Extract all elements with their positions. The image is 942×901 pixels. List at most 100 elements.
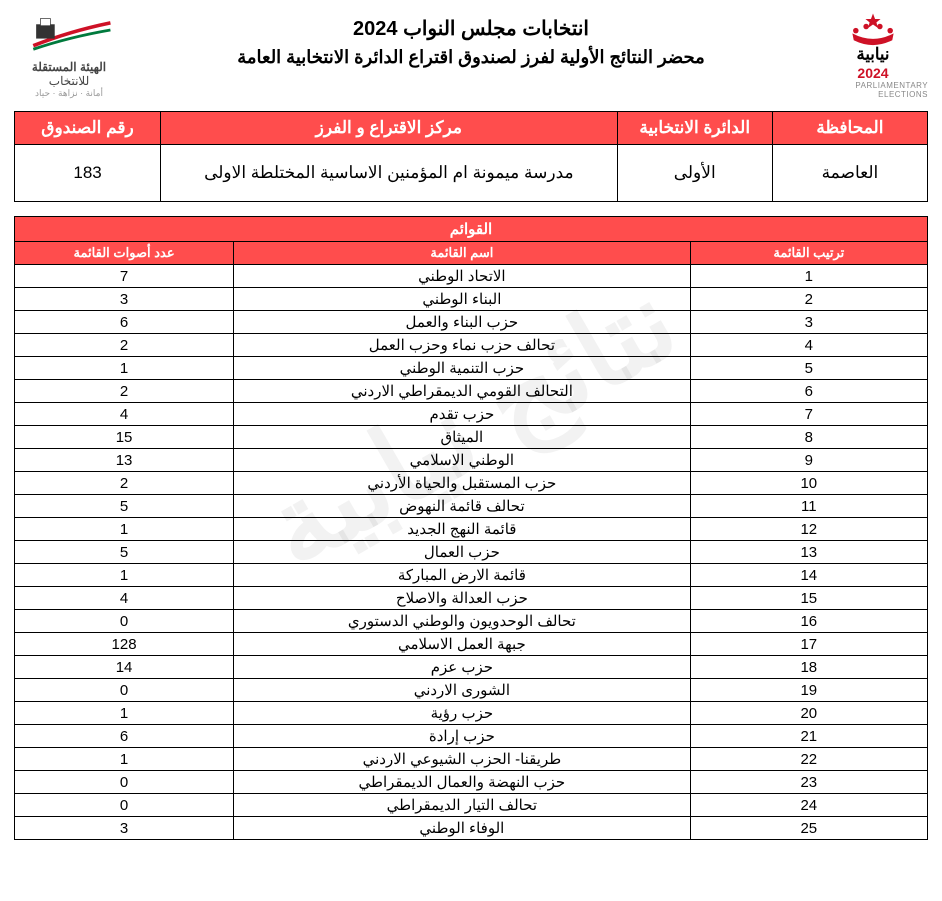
table-row: 1الاتحاد الوطني7 xyxy=(15,265,928,288)
cell-name: تحالف حزب نماء وحزب العمل xyxy=(234,334,691,357)
cell-rank: 2 xyxy=(690,288,927,311)
cell-votes: 13 xyxy=(15,449,234,472)
table-row: 2البناء الوطني3 xyxy=(15,288,928,311)
cell-votes: 1 xyxy=(15,564,234,587)
cell-votes: 3 xyxy=(15,288,234,311)
cell-votes: 3 xyxy=(15,817,234,840)
cell-name: حزب رؤية xyxy=(234,702,691,725)
val-box: 183 xyxy=(15,145,161,202)
iec-line2: للانتخاب xyxy=(49,74,89,88)
cell-name: الوفاء الوطني xyxy=(234,817,691,840)
cell-votes: 0 xyxy=(15,771,234,794)
cell-name: تحالف التيار الديمقراطي xyxy=(234,794,691,817)
iec-line1: الهيئة المستقلة xyxy=(32,60,106,74)
svg-text:نيابية: نيابية xyxy=(856,46,889,64)
lists-hdr-name: اسم القائمة xyxy=(234,242,691,265)
table-row: 21حزب إرادة6 xyxy=(15,725,928,748)
table-row: 12قائمة النهج الجديد1 xyxy=(15,518,928,541)
table-row: 17جبهة العمل الاسلامي128 xyxy=(15,633,928,656)
ballot-flag-icon xyxy=(24,10,114,60)
cell-name: حزب النهضة والعمال الديمقراطي xyxy=(234,771,691,794)
table-row: 7حزب تقدم4 xyxy=(15,403,928,426)
cell-votes: 1 xyxy=(15,518,234,541)
cell-name: الوطني الاسلامي xyxy=(234,449,691,472)
cell-name: حزب عزم xyxy=(234,656,691,679)
hdr-district: الدائرة الانتخابية xyxy=(617,112,772,145)
cell-name: تحالف الوحدويون والوطني الدستوري xyxy=(234,610,691,633)
cell-name: حزب التنمية الوطني xyxy=(234,357,691,380)
cell-rank: 18 xyxy=(690,656,927,679)
cell-rank: 14 xyxy=(690,564,927,587)
cell-rank: 21 xyxy=(690,725,927,748)
cell-rank: 7 xyxy=(690,403,927,426)
table-row: 6التحالف القومي الديمقراطي الاردني2 xyxy=(15,380,928,403)
cell-rank: 23 xyxy=(690,771,927,794)
hdr-box: رقم الصندوق xyxy=(15,112,161,145)
table-row: 8الميثاق15 xyxy=(15,426,928,449)
cell-name: الشورى الاردني xyxy=(234,679,691,702)
cell-votes: 1 xyxy=(15,357,234,380)
hdr-governorate: المحافظة xyxy=(772,112,927,145)
cell-name: حزب البناء والعمل xyxy=(234,311,691,334)
cell-votes: 0 xyxy=(15,610,234,633)
cell-rank: 5 xyxy=(690,357,927,380)
table-row: 3حزب البناء والعمل6 xyxy=(15,311,928,334)
cell-votes: 6 xyxy=(15,311,234,334)
table-row: 11تحالف قائمة النهوض5 xyxy=(15,495,928,518)
val-governorate: العاصمة xyxy=(772,145,927,202)
cell-name: حزب إرادة xyxy=(234,725,691,748)
table-row: 15حزب العدالة والاصلاح4 xyxy=(15,587,928,610)
table-row: 16تحالف الوحدويون والوطني الدستوري0 xyxy=(15,610,928,633)
cell-votes: 14 xyxy=(15,656,234,679)
table-row: 10حزب المستقبل والحياة الأردني2 xyxy=(15,472,928,495)
cell-votes: 15 xyxy=(15,426,234,449)
val-district: الأولى xyxy=(617,145,772,202)
logo-year: 2024 xyxy=(857,65,888,81)
cell-votes: 0 xyxy=(15,794,234,817)
cell-rank: 10 xyxy=(690,472,927,495)
cell-rank: 8 xyxy=(690,426,927,449)
info-table: المحافظة الدائرة الانتخابية مركز الاقترا… xyxy=(14,111,928,202)
cell-votes: 2 xyxy=(15,472,234,495)
page-title: انتخابات مجلس النواب 2024 xyxy=(124,16,818,41)
cell-votes: 0 xyxy=(15,679,234,702)
cell-rank: 20 xyxy=(690,702,927,725)
cell-votes: 4 xyxy=(15,403,234,426)
cell-rank: 4 xyxy=(690,334,927,357)
cell-votes: 4 xyxy=(15,587,234,610)
cell-rank: 6 xyxy=(690,380,927,403)
cell-name: الاتحاد الوطني xyxy=(234,265,691,288)
cell-votes: 5 xyxy=(15,495,234,518)
table-row: 20حزب رؤية1 xyxy=(15,702,928,725)
cell-rank: 15 xyxy=(690,587,927,610)
cell-rank: 19 xyxy=(690,679,927,702)
crown-star-icon: نيابية xyxy=(838,10,908,65)
table-row: 24تحالف التيار الديمقراطي0 xyxy=(15,794,928,817)
cell-name: البناء الوطني xyxy=(234,288,691,311)
cell-votes: 6 xyxy=(15,725,234,748)
table-row: 18حزب عزم14 xyxy=(15,656,928,679)
cell-rank: 22 xyxy=(690,748,927,771)
table-row: 23حزب النهضة والعمال الديمقراطي0 xyxy=(15,771,928,794)
cell-name: حزب تقدم xyxy=(234,403,691,426)
cell-votes: 128 xyxy=(15,633,234,656)
cell-rank: 9 xyxy=(690,449,927,472)
iec-logo: الهيئة المستقلة للانتخاب أمانة · نزاهة ·… xyxy=(14,10,124,99)
cell-name: الميثاق xyxy=(234,426,691,449)
cell-votes: 1 xyxy=(15,748,234,771)
lists-hdr-rank: ترتيب القائمة xyxy=(690,242,927,265)
cell-name: حزب العمال xyxy=(234,541,691,564)
cell-rank: 3 xyxy=(690,311,927,334)
cell-rank: 11 xyxy=(690,495,927,518)
cell-name: حزب العدالة والاصلاح xyxy=(234,587,691,610)
elections-logo: نيابية 2024 PARLIAMENTARY ELECTIONS xyxy=(818,10,928,99)
cell-votes: 2 xyxy=(15,334,234,357)
lists-top-header: القوائم xyxy=(15,217,928,242)
logo-subtext: PARLIAMENTARY ELECTIONS xyxy=(818,81,928,99)
cell-rank: 17 xyxy=(690,633,927,656)
iec-line3: أمانة · نزاهة · حياد xyxy=(35,88,103,99)
val-center: مدرسة ميمونة ام المؤمنين الاساسية المختل… xyxy=(161,145,618,202)
table-row: 14قائمة الارض المباركة1 xyxy=(15,564,928,587)
table-row: 13حزب العمال5 xyxy=(15,541,928,564)
table-row: 22طريقنا- الحزب الشيوعي الاردني1 xyxy=(15,748,928,771)
